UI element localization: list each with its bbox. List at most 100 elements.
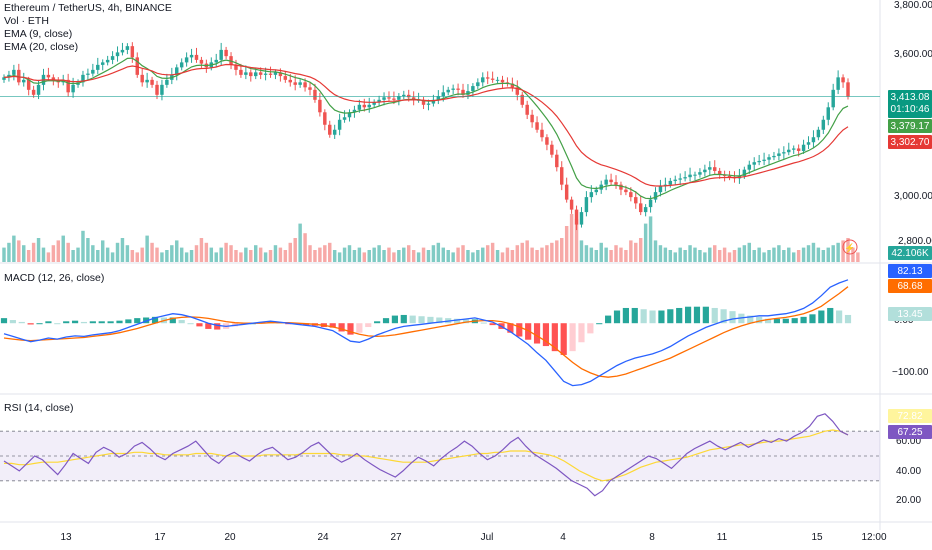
volume-bar [165, 250, 169, 262]
candle-body [268, 73, 273, 75]
macd-hist-bar [187, 323, 194, 325]
macd-hist-bar [791, 318, 798, 324]
volume-bar [698, 250, 702, 262]
volume-bar [466, 250, 470, 262]
volume-bar [283, 250, 288, 262]
macd-hist-bar [764, 318, 772, 324]
candle-body [461, 89, 465, 95]
last-price-badge: 01:10:46 [891, 104, 930, 115]
volume-bar [12, 235, 16, 262]
candle-body [762, 159, 766, 161]
candle-body [441, 92, 446, 97]
volume-bar [742, 245, 747, 262]
candle-body [328, 124, 332, 135]
volume-bar [461, 245, 465, 262]
ema9-badge-bg [888, 119, 932, 133]
candle-body [362, 104, 367, 108]
candle-body [683, 177, 687, 179]
time-label: 15 [811, 532, 823, 543]
candle-body [382, 97, 386, 100]
macd-hist-bar [418, 316, 425, 324]
candle-body [648, 199, 653, 208]
volume-bar [668, 250, 673, 262]
volume-bar [782, 250, 786, 262]
volume-bar [179, 247, 184, 262]
volume-bar [564, 226, 569, 262]
candle-body [535, 122, 539, 130]
volume-legend[interactable]: Vol · ETH [4, 15, 49, 27]
candle-body [791, 148, 796, 150]
volume-bar [199, 238, 204, 262]
volume-bar [678, 247, 682, 262]
macd-hist-bar [525, 323, 532, 340]
volume-bar [7, 242, 11, 262]
macd-legend[interactable]: MACD (12, 26, close) [4, 272, 105, 284]
volume-bar [26, 250, 31, 262]
candle-body [313, 89, 317, 100]
macd-hist-bar [533, 323, 541, 344]
volume-bar [826, 247, 830, 262]
macd-hist-bar [729, 311, 736, 324]
macd-hist-bar [551, 323, 558, 352]
volume-bar [485, 245, 490, 262]
time-label: 17 [154, 532, 166, 543]
volume-bar [589, 247, 594, 262]
candle-body [485, 77, 490, 79]
candle-body [406, 94, 411, 98]
volume-bar [856, 252, 860, 262]
candle-body [155, 84, 159, 95]
candle-body [125, 46, 130, 50]
macd-hist-bar [169, 317, 176, 324]
rsi-legend[interactable]: RSI (14, close) [4, 402, 74, 414]
macd-hist-bar [569, 323, 576, 352]
candle-body [653, 192, 658, 200]
volume-bar [643, 223, 648, 262]
volume-bar [752, 250, 756, 262]
volume-bar [851, 247, 855, 262]
volume-bar [757, 247, 761, 262]
volume-bar [841, 240, 845, 262]
volume-bar [767, 250, 771, 262]
volume-bar [367, 250, 371, 262]
macd-hist-bar [631, 307, 638, 324]
macd-hist-bar [480, 322, 487, 324]
candle-body [569, 199, 574, 210]
symbol-title[interactable]: Ethereum / TetherUS, 4h, BINANCE [4, 2, 172, 14]
volume-bar [421, 247, 426, 262]
volume-bar [535, 250, 539, 262]
candle-body [574, 209, 579, 225]
volume-bar [100, 240, 105, 262]
macd-hist-bar [71, 320, 79, 324]
volume-badge: 42.106K [891, 248, 929, 259]
volume-bar [500, 252, 505, 262]
volume-bar [436, 242, 441, 262]
candle-body [165, 79, 169, 85]
candle-body [96, 64, 100, 70]
ema20-line [3, 63, 849, 187]
volume-bar [796, 250, 801, 262]
candle-body [86, 73, 90, 75]
volume-bar [214, 252, 218, 262]
price-tick: 3,000.00 [894, 191, 932, 202]
candle-body [451, 88, 455, 90]
macd-hist-bar [125, 319, 132, 324]
candle-body [323, 112, 327, 125]
macd-signal-line [3, 286, 849, 378]
candle-body [283, 76, 288, 80]
ema9-legend[interactable]: EMA (9, close) [4, 28, 73, 40]
volume-bar [184, 252, 189, 262]
volume-bar [145, 235, 149, 262]
candle-body [160, 84, 164, 95]
macd-hist-bar [89, 321, 96, 324]
candles [2, 42, 850, 231]
signal-badge: 68.68 [897, 281, 922, 292]
ema20-legend[interactable]: EMA (20, close) [4, 41, 79, 53]
candle-body [26, 79, 31, 90]
macd-hist-bar [18, 321, 25, 324]
candle-body [71, 84, 75, 93]
time-label: 24 [317, 532, 329, 543]
volume-bar [105, 247, 110, 262]
axes: 3,800.003,600.003,000.002,800.000.00−100… [60, 0, 932, 543]
candle-body [91, 69, 95, 74]
